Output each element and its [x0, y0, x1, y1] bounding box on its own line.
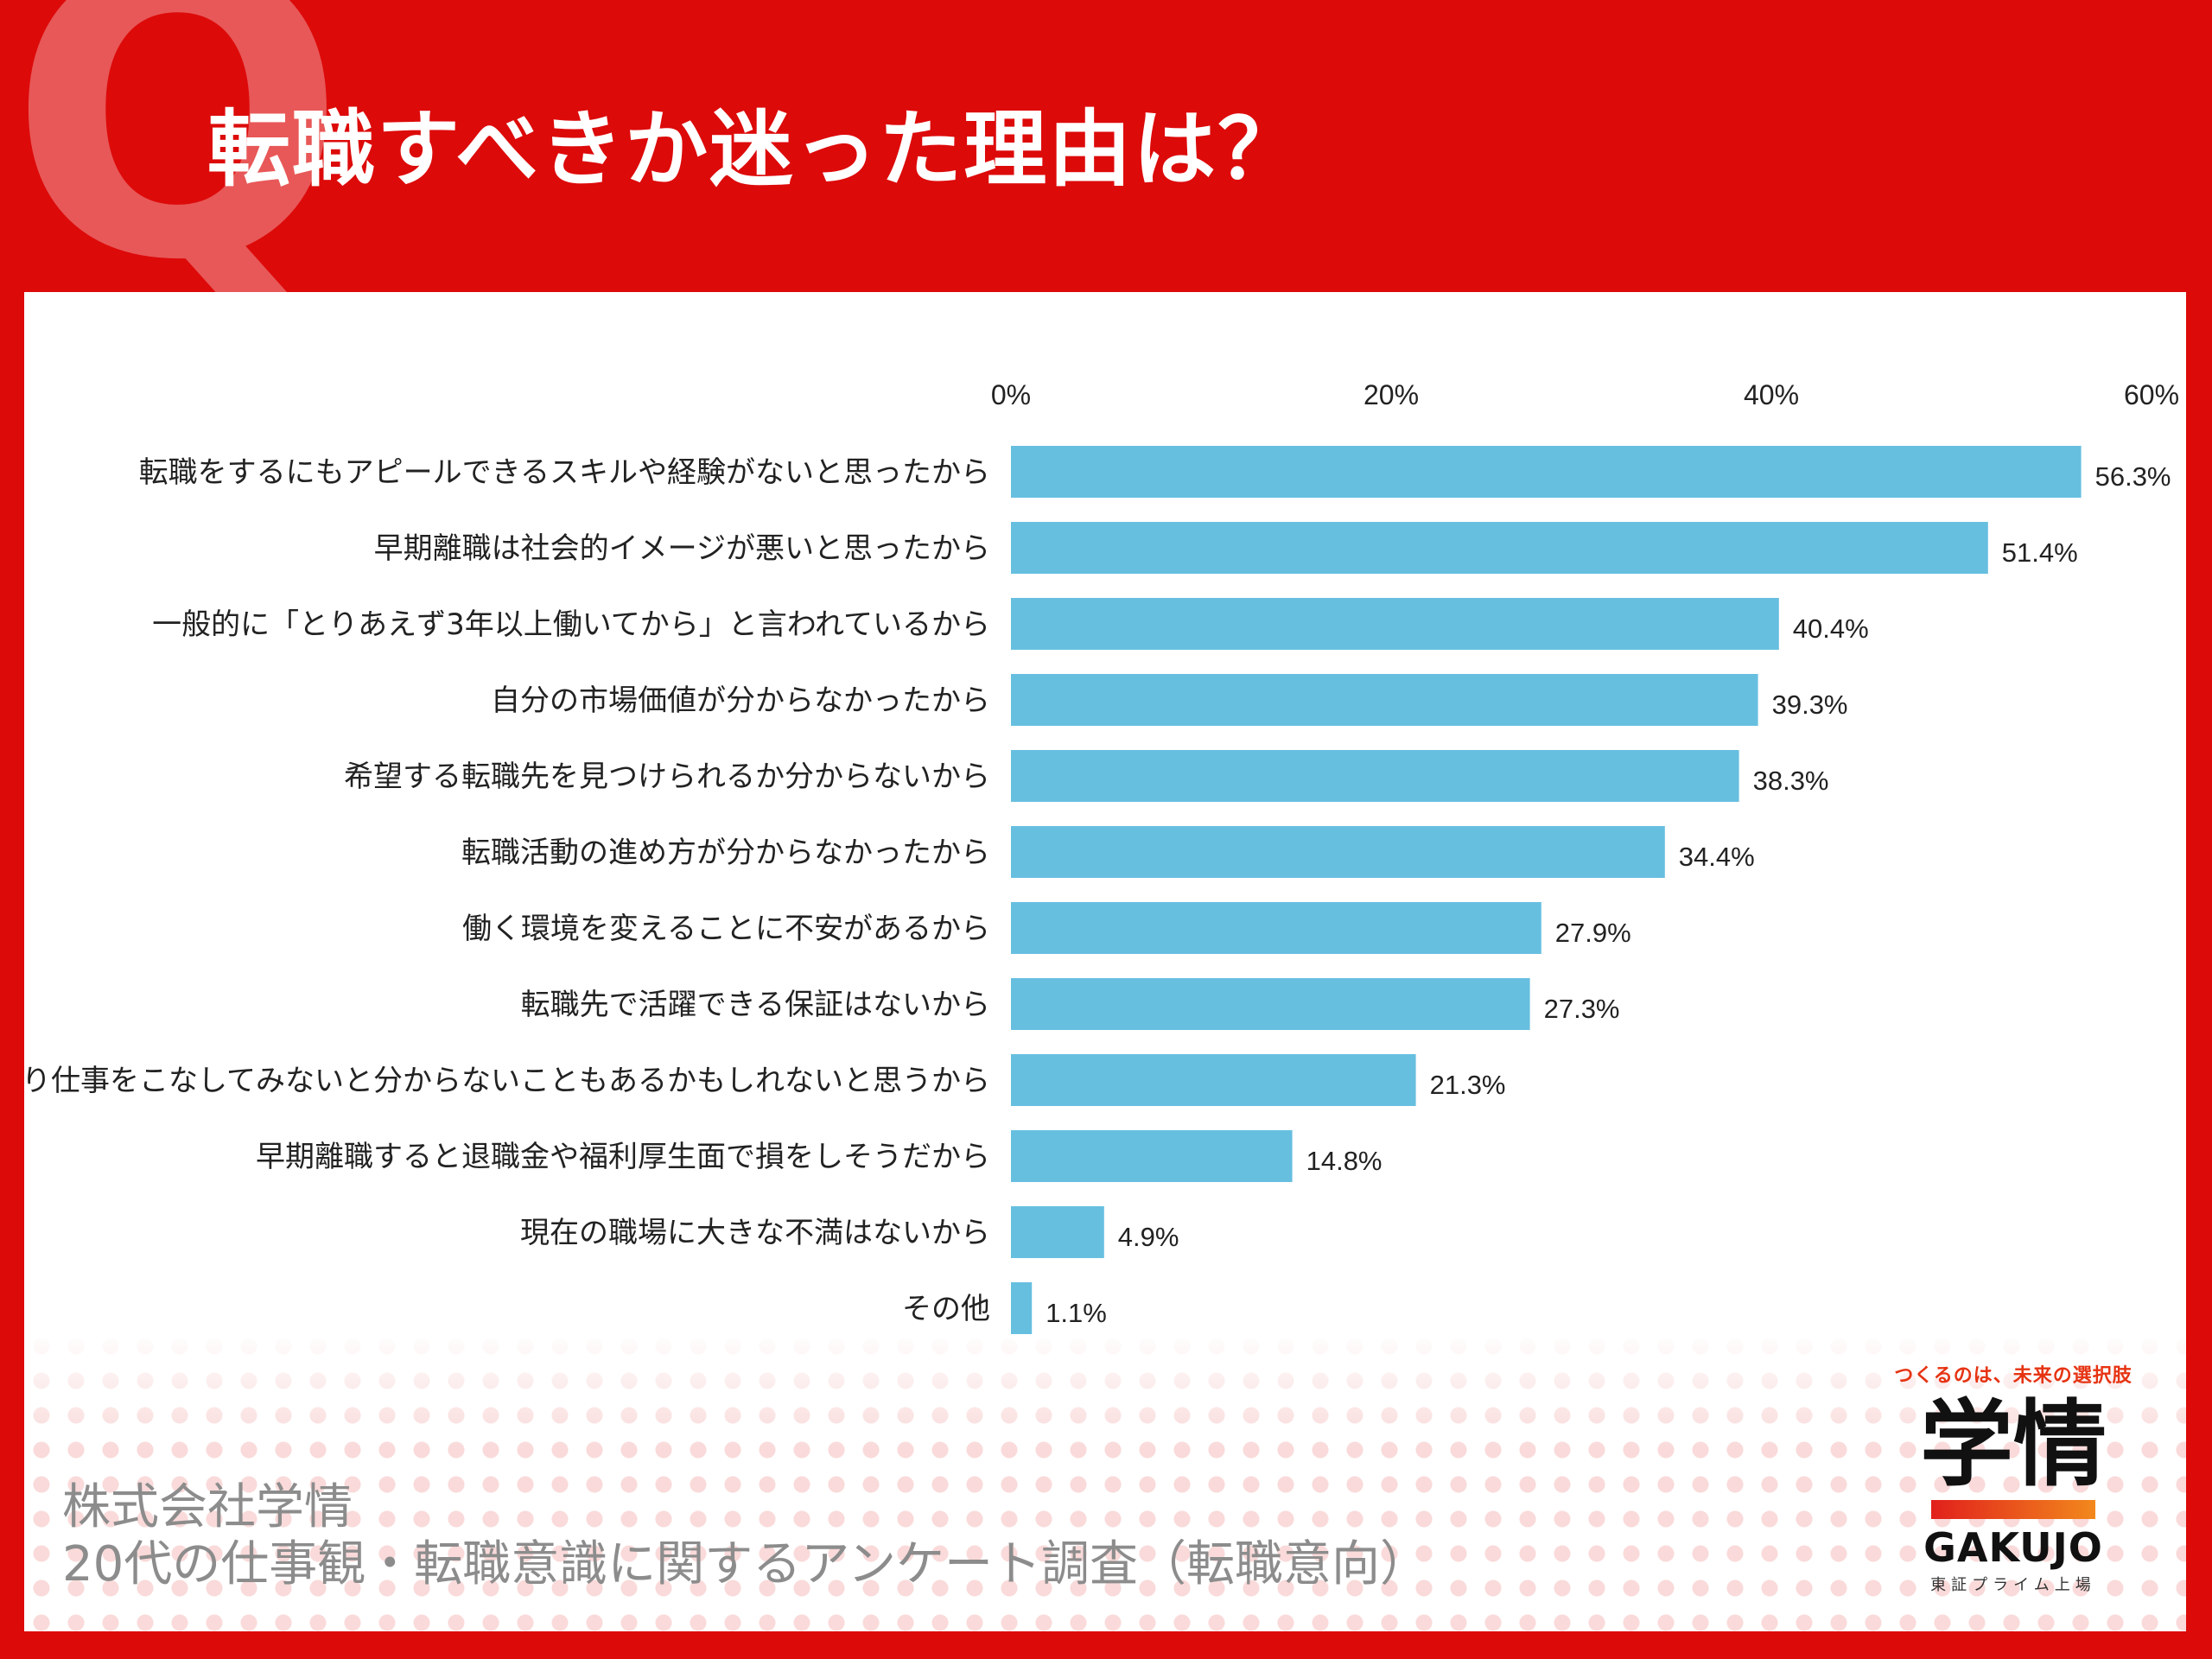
bar	[1011, 1054, 1416, 1106]
bar	[1011, 674, 1758, 726]
value-label: 27.3%	[1544, 994, 1620, 1024]
category-label: 転職活動の進め方が分からなかったから	[461, 836, 990, 870]
category-label: 希望する転職先を見つけられるか分からないから	[344, 760, 990, 794]
value-label: 1.1%	[1046, 1298, 1107, 1328]
category-label: 転職先で活躍できる保証はないから	[521, 988, 990, 1022]
value-label: 14.8%	[1306, 1146, 1382, 1176]
value-label: 21.3%	[1430, 1070, 1506, 1100]
value-label: 34.4%	[1679, 842, 1755, 872]
page-title: 転職すべきか迷った理由は？	[207, 101, 1303, 198]
value-label: 27.9%	[1555, 918, 1631, 948]
bar	[1011, 1206, 1104, 1258]
category-label: 働く環境を変えることに不安があるから	[462, 912, 990, 946]
category-label: 現在の職場に大きな不満はないから	[520, 1216, 990, 1250]
category-label: 自分の市場価値が分からなかったから	[491, 683, 990, 718]
value-label: 38.3%	[1753, 766, 1829, 796]
q-mark: Q	[9, 0, 347, 347]
bar	[1011, 978, 1530, 1030]
value-label: 4.9%	[1118, 1222, 1179, 1252]
gakujo-logo: つくるのは、未来の選択肢 学情 GAKUJO 東証プライム上場	[1879, 1355, 2147, 1594]
bar	[1011, 826, 1665, 878]
footer-company: 株式会社学情	[62, 1479, 353, 1535]
logo-listing: 東証プライム上場	[1930, 1576, 2096, 1594]
bar	[1011, 522, 1988, 574]
value-label: 39.3%	[1772, 690, 1848, 720]
x-tick-label: 20%	[1363, 379, 1419, 410]
logo-gradient-bar	[1931, 1500, 2095, 1519]
chart-panel: 0% 20% 40% 60% 転職をするにもアピールできるスキルや経験がないと思ったから…	[24, 292, 2186, 1631]
bar	[1011, 750, 1739, 802]
category-label: 一般的に「とりあえず3年以上働いてから」と言われているから	[152, 607, 990, 642]
footer-survey: 20代の仕事観・転職意識に関するアンケート調査（転職意向）	[62, 1536, 1429, 1592]
value-label: 51.4%	[2002, 537, 2078, 568]
x-tick-label: 60%	[2124, 379, 2179, 410]
value-label: 56.3%	[2095, 461, 2171, 492]
bar	[1011, 1130, 1293, 1182]
bar-chart: 0% 20% 40% 60% 転職をするにもアピールできるスキルや経験がないと思ったから…	[24, 379, 2179, 1334]
logo-tagline: つくるのは、未来の選択肢	[1894, 1365, 2133, 1387]
logo-kanji: 学情	[1919, 1391, 2107, 1499]
footer: 株式会社学情 20代の仕事観・転職意識に関するアンケート調査（転職意向）	[62, 1479, 1428, 1593]
category-label: その他	[902, 1292, 990, 1326]
logo-name-en: GAKUJO	[1923, 1524, 2103, 1571]
category-label: 転職をするにもアピールできるスキルや経験がないと思ったから	[139, 455, 990, 490]
bar	[1011, 446, 2082, 498]
bar	[1011, 1282, 1033, 1334]
value-label: 40.4%	[1793, 613, 1869, 644]
bar	[1011, 902, 1541, 954]
category-label: 一通り仕事をこなしてみないと分からないこともあるかもしれないと思うから	[24, 1064, 990, 1098]
category-label: 早期離職は社会的イメージが悪いと思ったから	[374, 531, 990, 566]
x-tick-label: 0%	[991, 379, 1031, 410]
x-tick-label: 40%	[1744, 379, 1799, 410]
category-label: 早期離職すると退職金や福利厚生面で損をしそうだから	[256, 1140, 990, 1174]
bar	[1011, 598, 1779, 650]
